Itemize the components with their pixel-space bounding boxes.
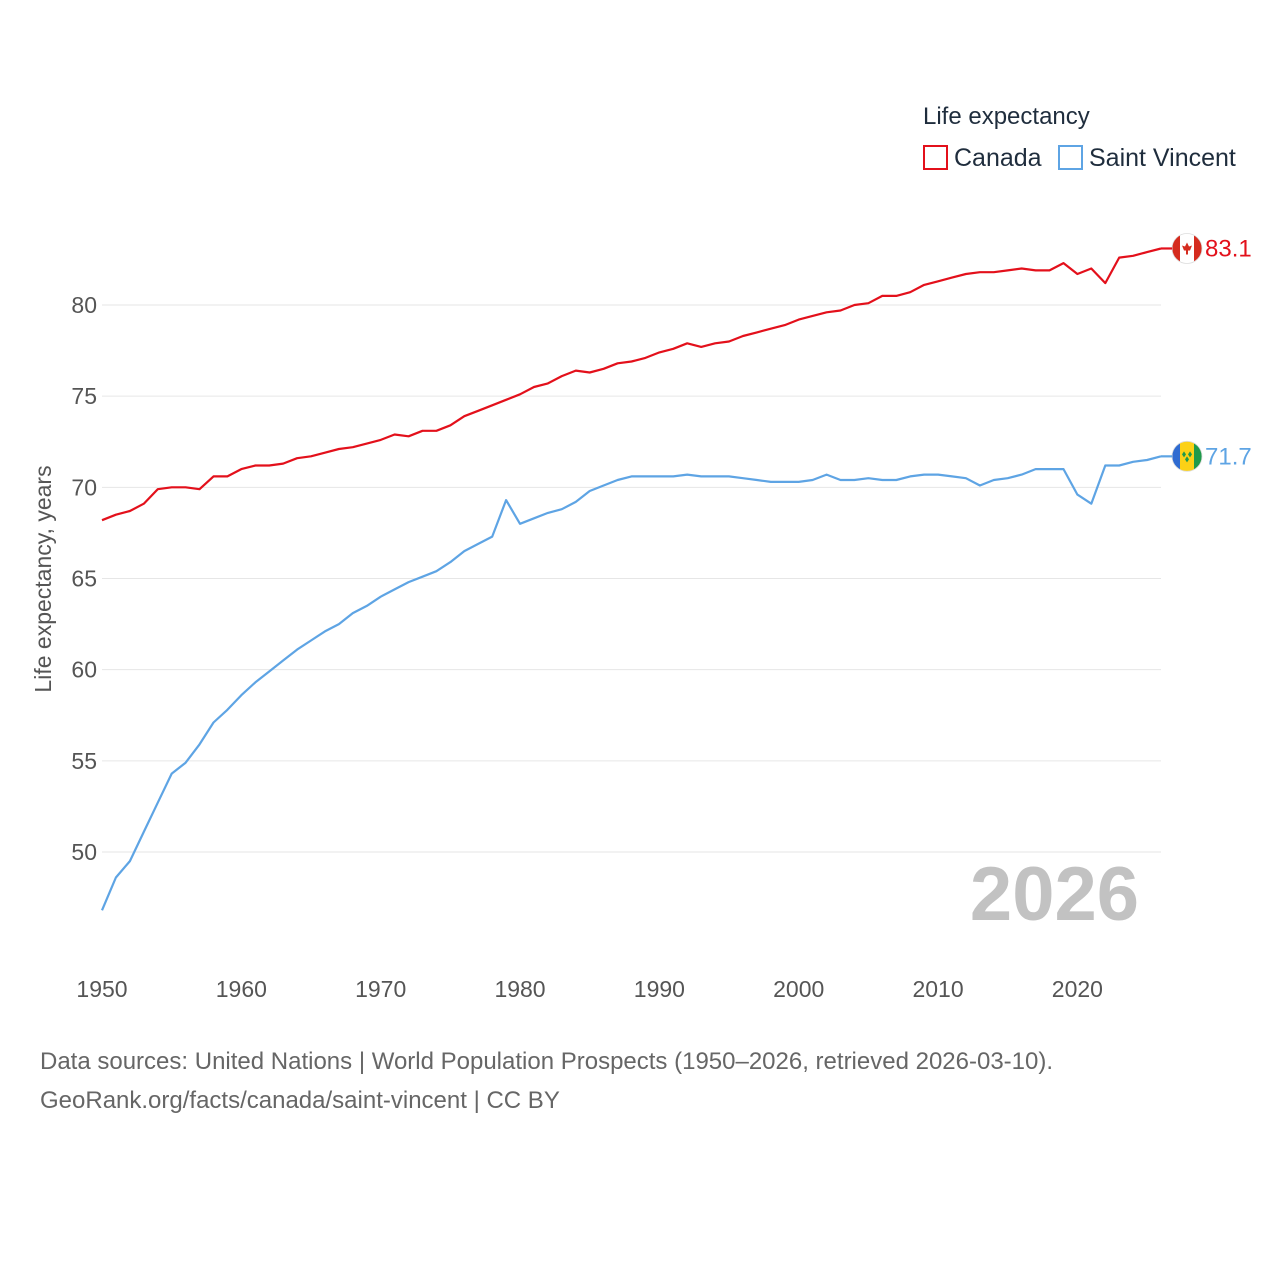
end-value-label-canada: 83.1 [1205,235,1252,262]
legend-title: Life expectancy [923,103,1090,130]
legend-label-canada: Canada [954,144,1042,172]
data-source-text: Data sources: United Nations | World Pop… [40,1048,1054,1075]
x-tick-label-2000: 2000 [773,976,824,1002]
x-tick-label-1950: 1950 [76,976,127,1002]
end-value-label-saint-vincent: 71.7 [1205,443,1252,470]
year-watermark: 2026 [970,852,1139,937]
source-footer: Data sources: United Nations | World Pop… [40,1042,1053,1120]
x-tick-label-2010: 2010 [912,976,963,1002]
series-lines [100,247,1162,911]
series-line-saint-vincent [100,455,1162,911]
y-axis-label: Life expectancy, years [30,465,56,692]
y-tick-label-60: 60 [71,657,97,683]
x-axis-ticks: 1950 1960 1970 1980 1990 2000 2010 2020 [76,976,1103,1002]
y-tick-label-70: 70 [71,474,97,500]
saint-vincent-flag-icon [1171,440,1203,472]
legend-swatch-saint-vincent [1058,145,1083,170]
legend: Life expectancy Canada Saint Vincent [923,103,1236,172]
y-tick-label-50: 50 [71,839,97,865]
y-tick-label-80: 80 [71,292,97,318]
y-tick-label-65: 65 [71,566,97,592]
y-axis-ticks: 50 55 60 65 70 75 80 [71,292,97,865]
legend-swatch-canada [923,145,948,170]
x-tick-label-1990: 1990 [634,976,685,1002]
x-tick-label-1970: 1970 [355,976,406,1002]
y-tick-label-55: 55 [71,748,97,774]
x-tick-label-2020: 2020 [1052,976,1103,1002]
canada-flag-icon [1171,233,1203,264]
y-tick-label-75: 75 [71,383,97,409]
series-line-canada [101,247,1162,522]
legend-label-saint-vincent: Saint Vincent [1089,144,1236,172]
gridlines [102,304,1161,853]
x-tick-label-1960: 1960 [216,976,267,1002]
x-tick-label-1980: 1980 [494,976,545,1002]
series-end-markers: 83.1 71.7 [1161,233,1252,472]
site-credit-text: GeoRank.org/facts/canada/saint-vincent |… [40,1087,560,1114]
